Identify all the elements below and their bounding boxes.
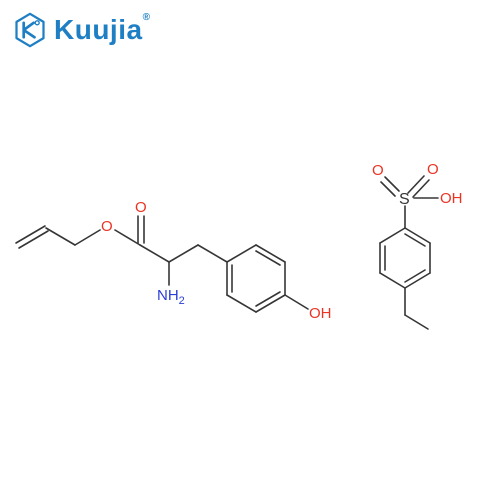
hydroxyl-label: OH: [440, 190, 463, 207]
hydroxyl-label: OH: [309, 305, 332, 322]
oxygen-label: O: [135, 199, 147, 216]
oxygen-label: O: [372, 162, 384, 179]
oxygen-label: O: [101, 218, 113, 235]
brand-name: Kuujia®: [54, 14, 150, 46]
hexagon-k-icon: [12, 12, 48, 48]
oxygen-label: O: [427, 161, 439, 178]
brand-logo: Kuujia®: [12, 12, 150, 48]
sulfur-label: S: [399, 191, 410, 208]
chemical-structure: O O NH2 OH O O S OH: [0, 120, 500, 400]
